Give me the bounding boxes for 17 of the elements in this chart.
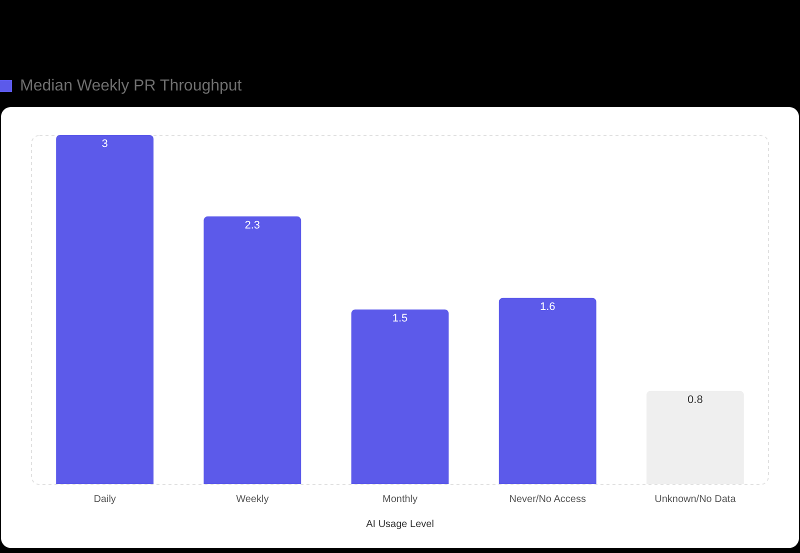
bar [351, 310, 449, 484]
x-axis-title: AI Usage Level [366, 518, 434, 530]
bar [498, 298, 596, 484]
x-tick-label: Never/No Access [509, 494, 586, 505]
data-label: 0.8 [688, 394, 703, 406]
bar [646, 390, 744, 484]
legend-label: Median Weekly PR Throughput [20, 77, 242, 94]
data-label: 1.6 [540, 300, 556, 313]
x-tick-label: Weekly [236, 494, 269, 505]
bar [204, 216, 302, 484]
data-label: 1.5 [392, 312, 408, 325]
bar [56, 135, 154, 484]
data-label: 2.3 [244, 219, 260, 232]
x-tick-label: Daily [94, 494, 116, 505]
x-tick-label: Monthly [382, 494, 418, 505]
x-tick-label: Unknown/No Data [654, 494, 736, 505]
data-label: 3 [102, 138, 108, 150]
